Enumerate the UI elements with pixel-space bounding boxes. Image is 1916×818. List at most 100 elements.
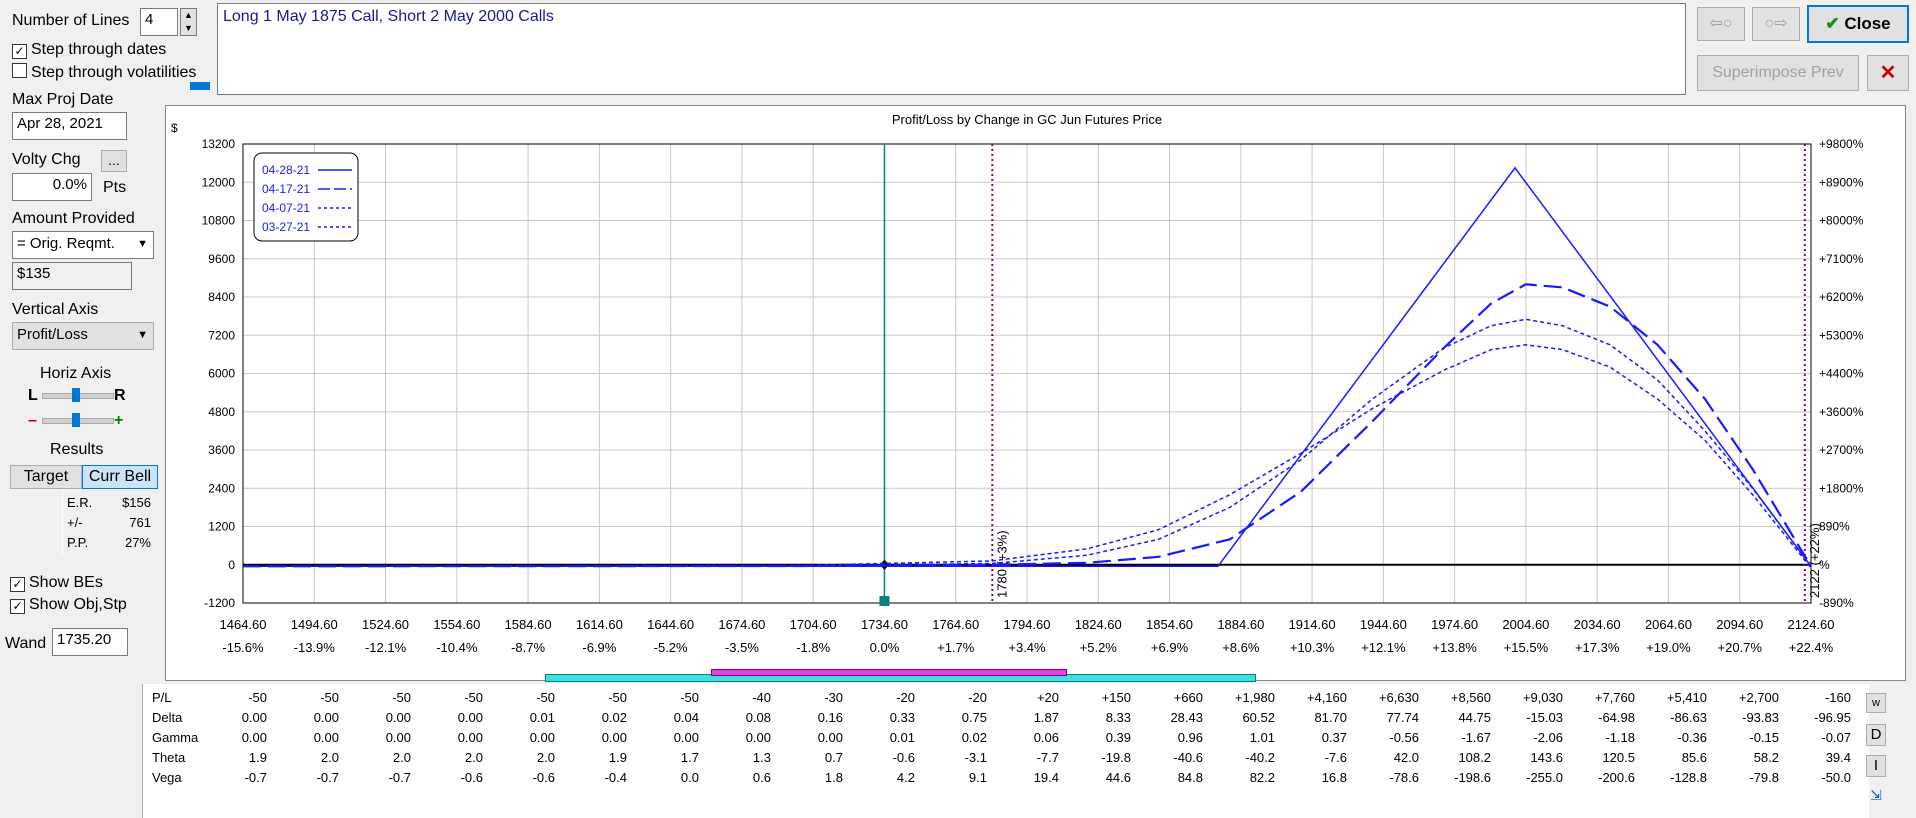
y-unit-label: $: [171, 121, 178, 135]
x-tick-label: 1734.60: [861, 617, 908, 632]
max-proj-date-input[interactable]: Apr 28, 2021: [12, 112, 127, 140]
target-button[interactable]: Target: [10, 465, 82, 489]
series-line: [242, 344, 1812, 569]
volty-chg-more-button[interactable]: ...: [101, 150, 127, 172]
greek-cell: -1.18: [1605, 730, 1635, 745]
greek-cell: 28.43: [1170, 710, 1203, 725]
y-right-tick-label: +5300%: [1819, 328, 1864, 342]
splitter-handle[interactable]: [190, 82, 210, 90]
show-bes-checkbox[interactable]: ✓ Show BEs: [10, 574, 103, 592]
greek-cell: 0.75: [961, 710, 987, 725]
greek-cell: -30: [824, 690, 843, 705]
greek-cell: 0.00: [601, 730, 627, 745]
x-pct-label: +8.6%: [1222, 640, 1260, 655]
x-pct-label: +12.1%: [1361, 640, 1406, 655]
forward-button[interactable]: ○⇨: [1752, 7, 1800, 41]
volty-chg-input[interactable]: 0.0%: [12, 173, 92, 201]
volty-chg-label: Volty Chg: [12, 151, 81, 168]
result-pp-label: P.P.: [67, 535, 89, 550]
greek-cell: -0.7: [316, 770, 339, 785]
number-of-lines-input[interactable]: 4: [140, 8, 178, 36]
greek-cell: 0.00: [385, 730, 411, 745]
close-button[interactable]: ✔ Close: [1807, 5, 1909, 43]
wand-label: Wand: [5, 635, 47, 652]
greek-cell: -0.15: [1749, 730, 1779, 745]
range-bar-inner: [711, 669, 1067, 676]
x-pct-label: +10.3%: [1290, 640, 1335, 655]
greek-cell: -3.1: [964, 750, 987, 765]
greek-cell: +660: [1173, 690, 1203, 705]
vertical-axis-label: Vertical Axis: [12, 301, 99, 318]
x-tick-label: 1974.60: [1431, 617, 1478, 632]
greek-cell: -78.6: [1389, 770, 1419, 785]
empty-checkbox-icon: [12, 63, 27, 78]
greek-cell: -40.6: [1173, 750, 1203, 765]
vertical-axis-select[interactable]: Profit/Loss ▼: [12, 322, 154, 350]
y-right-tick-label: +8000%: [1819, 214, 1864, 228]
x-tick-label: 1854.60: [1146, 617, 1193, 632]
greek-cell: -0.7: [388, 770, 411, 785]
greek-row-label: P/L: [152, 690, 172, 705]
greek-cell: 16.8: [1321, 770, 1347, 785]
greek-cell: 120.5: [1602, 750, 1635, 765]
profit-loss-chart[interactable]: Profit/Loss by Change in GC Jun Futures …: [166, 106, 1905, 680]
greek-row-label: Theta: [152, 750, 186, 765]
wand-input[interactable]: 1735.20: [52, 628, 128, 656]
x-pct-label: -3.5%: [725, 640, 759, 655]
greek-cell: 0.39: [1105, 730, 1131, 745]
x-tick-label: 1464.60: [220, 617, 267, 632]
horiz-pan-thumb[interactable]: [72, 388, 80, 402]
greek-cell: -0.36: [1677, 730, 1707, 745]
number-of-lines-spinner[interactable]: ▲ ▼: [180, 8, 197, 36]
greek-cell: -0.7: [244, 770, 267, 785]
spinner-down-icon[interactable]: ▼: [184, 23, 193, 33]
greek-cell: +2,700: [1738, 690, 1779, 705]
greek-cell: 0.00: [457, 730, 483, 745]
curr-bell-button[interactable]: Curr Bell: [82, 465, 158, 489]
side-button-w[interactable]: w: [1866, 693, 1886, 713]
y-tick-label: 2400: [208, 481, 235, 495]
y-tick-label: 3600: [208, 443, 235, 457]
delete-icon[interactable]: ✕: [1867, 55, 1909, 91]
horiz-minus-label: –: [28, 412, 37, 429]
greek-cell: 0.0: [680, 770, 699, 785]
checkmark-icon: ✓: [10, 599, 25, 614]
greek-cell: 108.2: [1458, 750, 1491, 765]
back-button[interactable]: ⇦○: [1697, 7, 1745, 41]
amount-provided-select[interactable]: = Orig. Reqmt. ▼: [12, 231, 154, 259]
x-tick-label: 1824.60: [1075, 617, 1122, 632]
greek-cell: 1.01: [1249, 730, 1275, 745]
greek-cell: 0.01: [889, 730, 915, 745]
greek-cell: +4,160: [1306, 690, 1347, 705]
side-button-d[interactable]: D: [1866, 724, 1886, 746]
horiz-zoom-thumb[interactable]: [72, 413, 80, 427]
y-tick-label: 8400: [208, 290, 235, 304]
chevron-down-icon: ▼: [137, 329, 148, 341]
greek-cell: 19.4: [1033, 770, 1059, 785]
greek-cell: -0.4: [604, 770, 627, 785]
y-right-tick-label: +8900%: [1819, 175, 1864, 189]
legend-entry-label: 04-17-21: [262, 182, 310, 196]
superimpose-prev-button[interactable]: Superimpose Prev: [1697, 55, 1859, 91]
step-vols-checkbox[interactable]: Step through volatilities: [12, 63, 196, 82]
x-pct-label: +5.2%: [1080, 640, 1118, 655]
export-icon[interactable]: ⇲: [1870, 787, 1882, 803]
result-pp-value: 27%: [124, 535, 151, 550]
position-description[interactable]: Long 1 May 1875 Call, Short 2 May 2000 C…: [217, 3, 1686, 95]
show-obj-checkbox[interactable]: ✓ Show Obj,Stp: [10, 596, 127, 614]
step-dates-checkbox[interactable]: ✓ Step through dates: [12, 41, 166, 59]
x-pct-label: +6.9%: [1151, 640, 1189, 655]
greek-cell: 39.4: [1825, 750, 1851, 765]
y-right-tick-label: +3600%: [1819, 405, 1864, 419]
chart-panel[interactable]: Profit/Loss by Change in GC Jun Futures …: [165, 105, 1906, 681]
side-button-i[interactable]: I: [1866, 755, 1886, 777]
x-tick-label: 2124.60: [1788, 617, 1835, 632]
spinner-up-icon[interactable]: ▲: [184, 10, 193, 20]
greek-row-label: Vega: [152, 770, 182, 785]
x-tick-label: 1944.60: [1360, 617, 1407, 632]
checkmark-icon: ✔: [1825, 14, 1840, 33]
greek-cell: +20: [1036, 690, 1059, 705]
greek-cell: 84.8: [1177, 770, 1203, 785]
greek-cell: -40: [752, 690, 771, 705]
vertical-axis-value: Profit/Loss: [17, 326, 88, 343]
